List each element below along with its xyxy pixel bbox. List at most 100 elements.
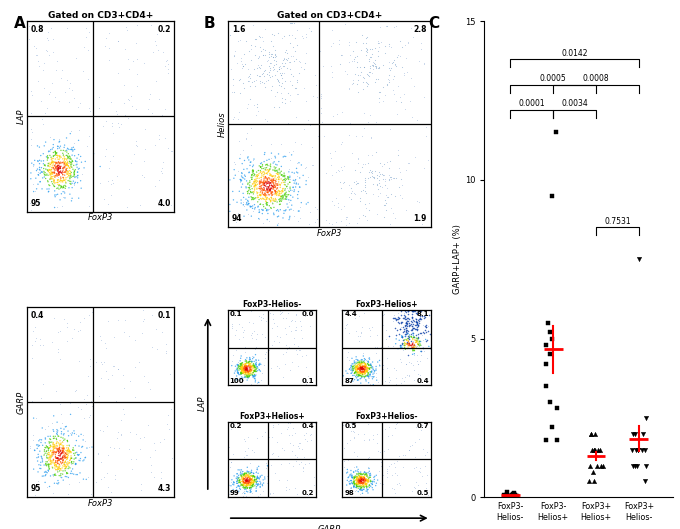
Point [260, 197, 271, 206]
Point [415, 307, 426, 315]
Point [362, 473, 373, 481]
Point [245, 70, 256, 79]
Point [262, 179, 273, 188]
Point [46, 166, 57, 174]
Point [256, 376, 267, 384]
Point [256, 181, 267, 189]
Point [277, 97, 288, 106]
Point [360, 369, 371, 377]
Point [273, 174, 284, 182]
Point [26, 205, 37, 214]
Point [390, 323, 401, 332]
Point [362, 476, 373, 485]
Point [356, 359, 367, 367]
Point [25, 175, 36, 183]
Point [61, 182, 71, 190]
Point [49, 161, 60, 170]
Point [356, 470, 367, 478]
Point [248, 371, 258, 380]
Point [360, 377, 371, 385]
Point [50, 171, 61, 180]
Y-axis label: GARP: GARP [17, 390, 26, 414]
Point [419, 314, 430, 323]
Point [243, 77, 254, 85]
Point [277, 172, 288, 181]
Point [294, 58, 305, 66]
Point [101, 422, 112, 430]
Point [240, 368, 251, 376]
Point [545, 350, 556, 359]
Point [242, 479, 253, 488]
Point [49, 182, 60, 190]
Point [270, 178, 281, 186]
Point [61, 168, 72, 176]
Point [367, 61, 377, 69]
Point [286, 201, 297, 209]
Point [53, 165, 64, 173]
Point [248, 362, 258, 371]
Point [288, 462, 299, 471]
Point [58, 158, 69, 166]
Point [242, 477, 253, 485]
Point [239, 361, 250, 369]
Point [53, 164, 64, 172]
Point [386, 459, 396, 468]
Point [62, 436, 73, 445]
Point [377, 364, 388, 373]
Point [377, 479, 388, 488]
Point [57, 470, 68, 478]
Point [363, 477, 374, 485]
Point [238, 366, 249, 374]
Point [243, 369, 254, 377]
Point [243, 77, 254, 85]
Point [343, 456, 354, 464]
Point [247, 475, 258, 483]
Point [352, 470, 363, 478]
Point [422, 448, 432, 456]
Point [261, 195, 272, 203]
Point [281, 183, 292, 191]
Point [234, 484, 245, 492]
Point [54, 445, 65, 453]
Point [282, 173, 292, 181]
Point [356, 365, 367, 373]
Point [252, 189, 262, 198]
Point [264, 205, 275, 213]
Point [391, 380, 402, 389]
Point [54, 180, 65, 189]
Text: 0.0: 0.0 [302, 312, 314, 317]
Point [242, 484, 253, 492]
Point [65, 448, 76, 457]
Point [260, 193, 271, 202]
Point [410, 308, 421, 317]
Point [24, 22, 35, 31]
Point [46, 173, 56, 181]
Point [58, 183, 69, 191]
Point [378, 310, 389, 318]
Point [354, 369, 365, 377]
Point [248, 354, 258, 363]
Point [353, 155, 364, 163]
Point [252, 172, 263, 180]
Point [67, 165, 78, 174]
Point [52, 454, 63, 462]
Point [33, 62, 44, 70]
Point [289, 138, 300, 146]
Point [283, 186, 294, 195]
Point [388, 56, 399, 64]
Point [37, 456, 48, 464]
Point [29, 323, 40, 331]
Point [359, 368, 370, 377]
Point [58, 163, 69, 171]
Point [50, 148, 61, 156]
Point [114, 444, 124, 452]
Point [232, 25, 243, 34]
Point [258, 190, 269, 199]
Point [262, 200, 273, 209]
Point [370, 64, 381, 72]
Point [413, 340, 424, 349]
Point [412, 336, 423, 344]
Point [277, 444, 288, 453]
Point [49, 470, 60, 479]
Point [62, 144, 73, 152]
